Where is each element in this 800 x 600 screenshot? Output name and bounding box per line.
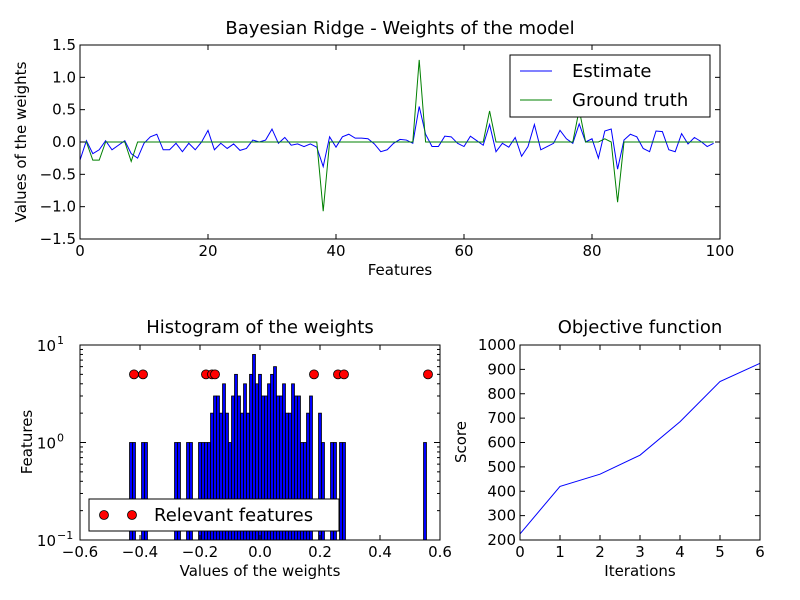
y-tick-label: 10 xyxy=(37,532,56,550)
objective-x-ticks: 0 1 2 3 4 5 6 xyxy=(515,345,765,561)
objective-y-ticks: 200 300 400 500 600 700 800 900 1000 xyxy=(478,336,760,549)
y-tick-label: 10 xyxy=(37,337,56,355)
relevant-feature-point xyxy=(129,369,139,380)
weights-legend-box xyxy=(509,54,711,118)
histogram-panel: Histogram of the weights −0.6 −0.4 −0.2 0.0… xyxy=(18,317,452,580)
ground-truth-series-line xyxy=(80,59,714,212)
histogram-bar xyxy=(423,442,427,541)
weights-x-ticks: 0 20 40 60 80 100 xyxy=(75,45,734,260)
objective-x-axis-label: Iterations xyxy=(604,562,676,580)
x-tick-label: 60 xyxy=(454,242,473,260)
legend-ground-truth-label: Ground truth xyxy=(572,90,688,111)
y-tick-label: −0.5 xyxy=(40,165,76,183)
y-tick-exponent: 0 xyxy=(57,432,64,445)
objective-chart-title: Objective function xyxy=(558,317,723,338)
weights-series-group xyxy=(79,59,714,212)
y-tick-label: −1.0 xyxy=(40,198,76,216)
x-tick-label: 0.0 xyxy=(248,543,272,561)
histogram-chart-title: Histogram of the weights xyxy=(146,317,374,338)
relevant-feature-point xyxy=(210,369,220,380)
x-tick-label: 1 xyxy=(555,543,565,561)
x-tick-label: 4 xyxy=(675,543,685,561)
x-tick-label: 0.6 xyxy=(428,543,452,561)
x-tick-label: 20 xyxy=(198,242,217,260)
x-tick-label: 0 xyxy=(515,543,525,561)
y-tick-label: 300 xyxy=(487,507,516,525)
estimate-series-line xyxy=(79,106,714,170)
y-tick-label: 800 xyxy=(487,385,516,403)
relevant-features-points xyxy=(129,369,433,380)
x-tick-label: −0.2 xyxy=(182,543,218,561)
objective-panel: Objective function 0 1 2 3 4 5 6 200 300 400 500 6… xyxy=(452,317,765,580)
objective-plot-frame xyxy=(519,344,761,541)
x-tick-label: 0 xyxy=(75,242,85,260)
histogram-legend: Relevant features xyxy=(88,498,340,532)
x-tick-label: 100 xyxy=(706,242,735,260)
histogram-bar xyxy=(342,442,346,541)
y-tick-exponent: −1 xyxy=(57,529,73,542)
y-tick-label: 600 xyxy=(487,434,516,452)
relevant-feature-point xyxy=(423,369,433,380)
relevant-feature-point xyxy=(138,369,148,380)
x-tick-label: 80 xyxy=(582,242,601,260)
relevant-feature-point xyxy=(309,369,319,380)
histogram-y-axis-label: Features xyxy=(18,410,36,475)
y-tick-label: 700 xyxy=(487,409,516,427)
weights-chart-title: Bayesian Ridge - Weights of the model xyxy=(225,18,574,39)
x-tick-label: 0.4 xyxy=(368,543,392,561)
y-tick-label: 500 xyxy=(487,458,516,476)
x-tick-label: 0.2 xyxy=(308,543,332,561)
y-tick-label: 10 xyxy=(37,435,56,453)
x-tick-label: 40 xyxy=(326,242,345,260)
y-tick-label: 1.5 xyxy=(52,36,76,54)
y-tick-label: 200 xyxy=(487,531,516,549)
histogram-x-axis-label: Values of the weights xyxy=(180,562,341,580)
relevant-feature-point xyxy=(339,369,349,380)
y-tick-label: 1.0 xyxy=(52,68,76,86)
legend-estimate-label: Estimate xyxy=(572,61,652,82)
y-tick-label: 400 xyxy=(487,482,516,500)
y-tick-label: 1000 xyxy=(478,336,516,354)
y-tick-label: −1.5 xyxy=(40,230,76,248)
y-tick-label: 0.0 xyxy=(52,133,76,151)
histogram-x-ticks: −0.6 −0.4 −0.2 0.0 0.2 0.4 0.6 xyxy=(62,345,452,561)
y-tick-exponent: 1 xyxy=(57,334,64,347)
weights-y-axis-label: Values of the weights xyxy=(12,61,30,222)
objective-y-axis-label: Score xyxy=(452,421,470,463)
weights-x-axis-label: Features xyxy=(368,261,433,279)
x-tick-label: 2 xyxy=(595,543,605,561)
y-tick-label: 0.5 xyxy=(52,101,76,119)
legend-relevant-marker xyxy=(99,510,109,520)
objective-series-group xyxy=(519,362,761,535)
x-tick-label: −0.4 xyxy=(122,543,158,561)
histogram-bar xyxy=(339,442,343,541)
legend-relevant-features-label: Relevant features xyxy=(154,505,313,526)
x-tick-label: 5 xyxy=(715,543,725,561)
x-tick-label: 6 xyxy=(755,543,765,561)
weights-y-ticks: −1.5 −1.0 −0.5 0.0 0.5 1.0 1.5 xyxy=(40,36,720,248)
x-tick-label: −0.6 xyxy=(62,543,98,561)
weights-panel: Bayesian Ridge - Weights of the model 0 2… xyxy=(12,18,734,279)
weights-legend: Estimate Ground truth xyxy=(509,54,711,118)
x-tick-label: 3 xyxy=(635,543,645,561)
legend-relevant-marker xyxy=(127,510,137,520)
objective-series-line xyxy=(519,362,761,535)
y-tick-label: 900 xyxy=(487,360,516,378)
